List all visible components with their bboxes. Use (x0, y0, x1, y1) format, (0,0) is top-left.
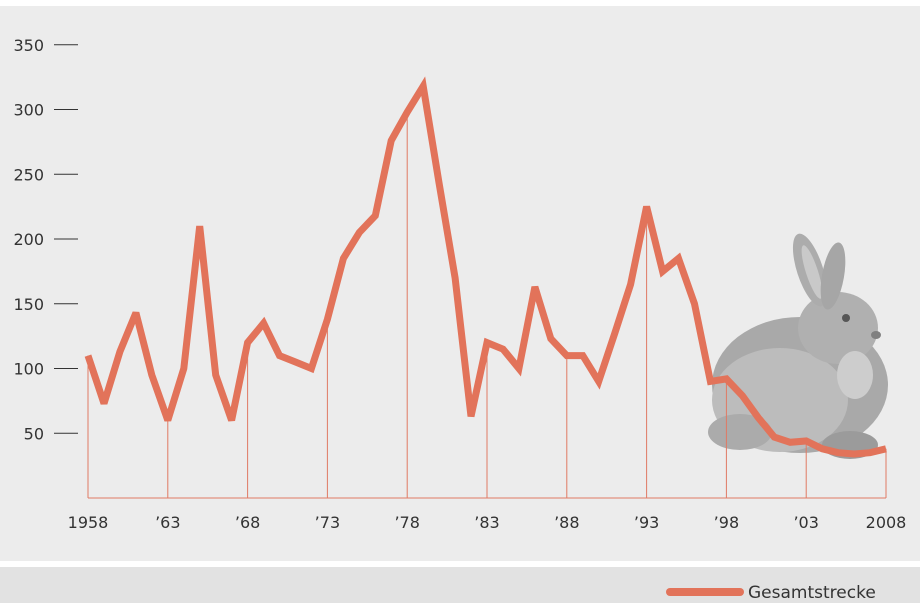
y-tick-label-50: 50 (24, 424, 44, 443)
y-tick-label-250: 250 (13, 165, 44, 184)
legend-panel (0, 567, 920, 603)
y-tick-label-300: 300 (13, 101, 44, 120)
rabbit-illustration (708, 233, 888, 459)
y-tick-label-350: 350 (13, 36, 44, 55)
legend-label: Gesamtstrecke (748, 583, 876, 603)
x-tick-label-1998: ’98 (714, 513, 739, 532)
x-tick-label-2003: ’03 (793, 513, 818, 532)
x-tick-label-1968: ’68 (235, 513, 260, 532)
series-layer (84, 76, 887, 458)
y-tick-label-200: 200 (13, 230, 44, 249)
y-tick-label-100: 100 (13, 360, 44, 379)
y-tick-label-150: 150 (13, 295, 44, 314)
series-line-gesamtstrecke (84, 76, 887, 458)
drop-lines (87, 112, 887, 499)
y-axis: 50 100 150 200 250 300 350 (13, 36, 78, 443)
x-tick-label-1973: ’73 (315, 513, 340, 532)
plot-panel (0, 6, 920, 561)
x-axis: 1958 ’63 ’68 ’73 ’78 ’83 ’88 ’93 ’98 ’03 2008 (68, 513, 907, 532)
x-tick-label-1963: ’63 (155, 513, 180, 532)
x-tick-label-1993: ’93 (634, 513, 659, 532)
legend: Gesamtstrecke (666, 583, 876, 603)
x-tick-label-1978: ’78 (394, 513, 419, 532)
x-tick-label-1983: ’83 (474, 513, 499, 532)
x-tick-label-1958: 1958 (68, 513, 109, 532)
x-tick-label-2008: 2008 (866, 513, 907, 532)
x-tick-label-1988: ’88 (554, 513, 579, 532)
